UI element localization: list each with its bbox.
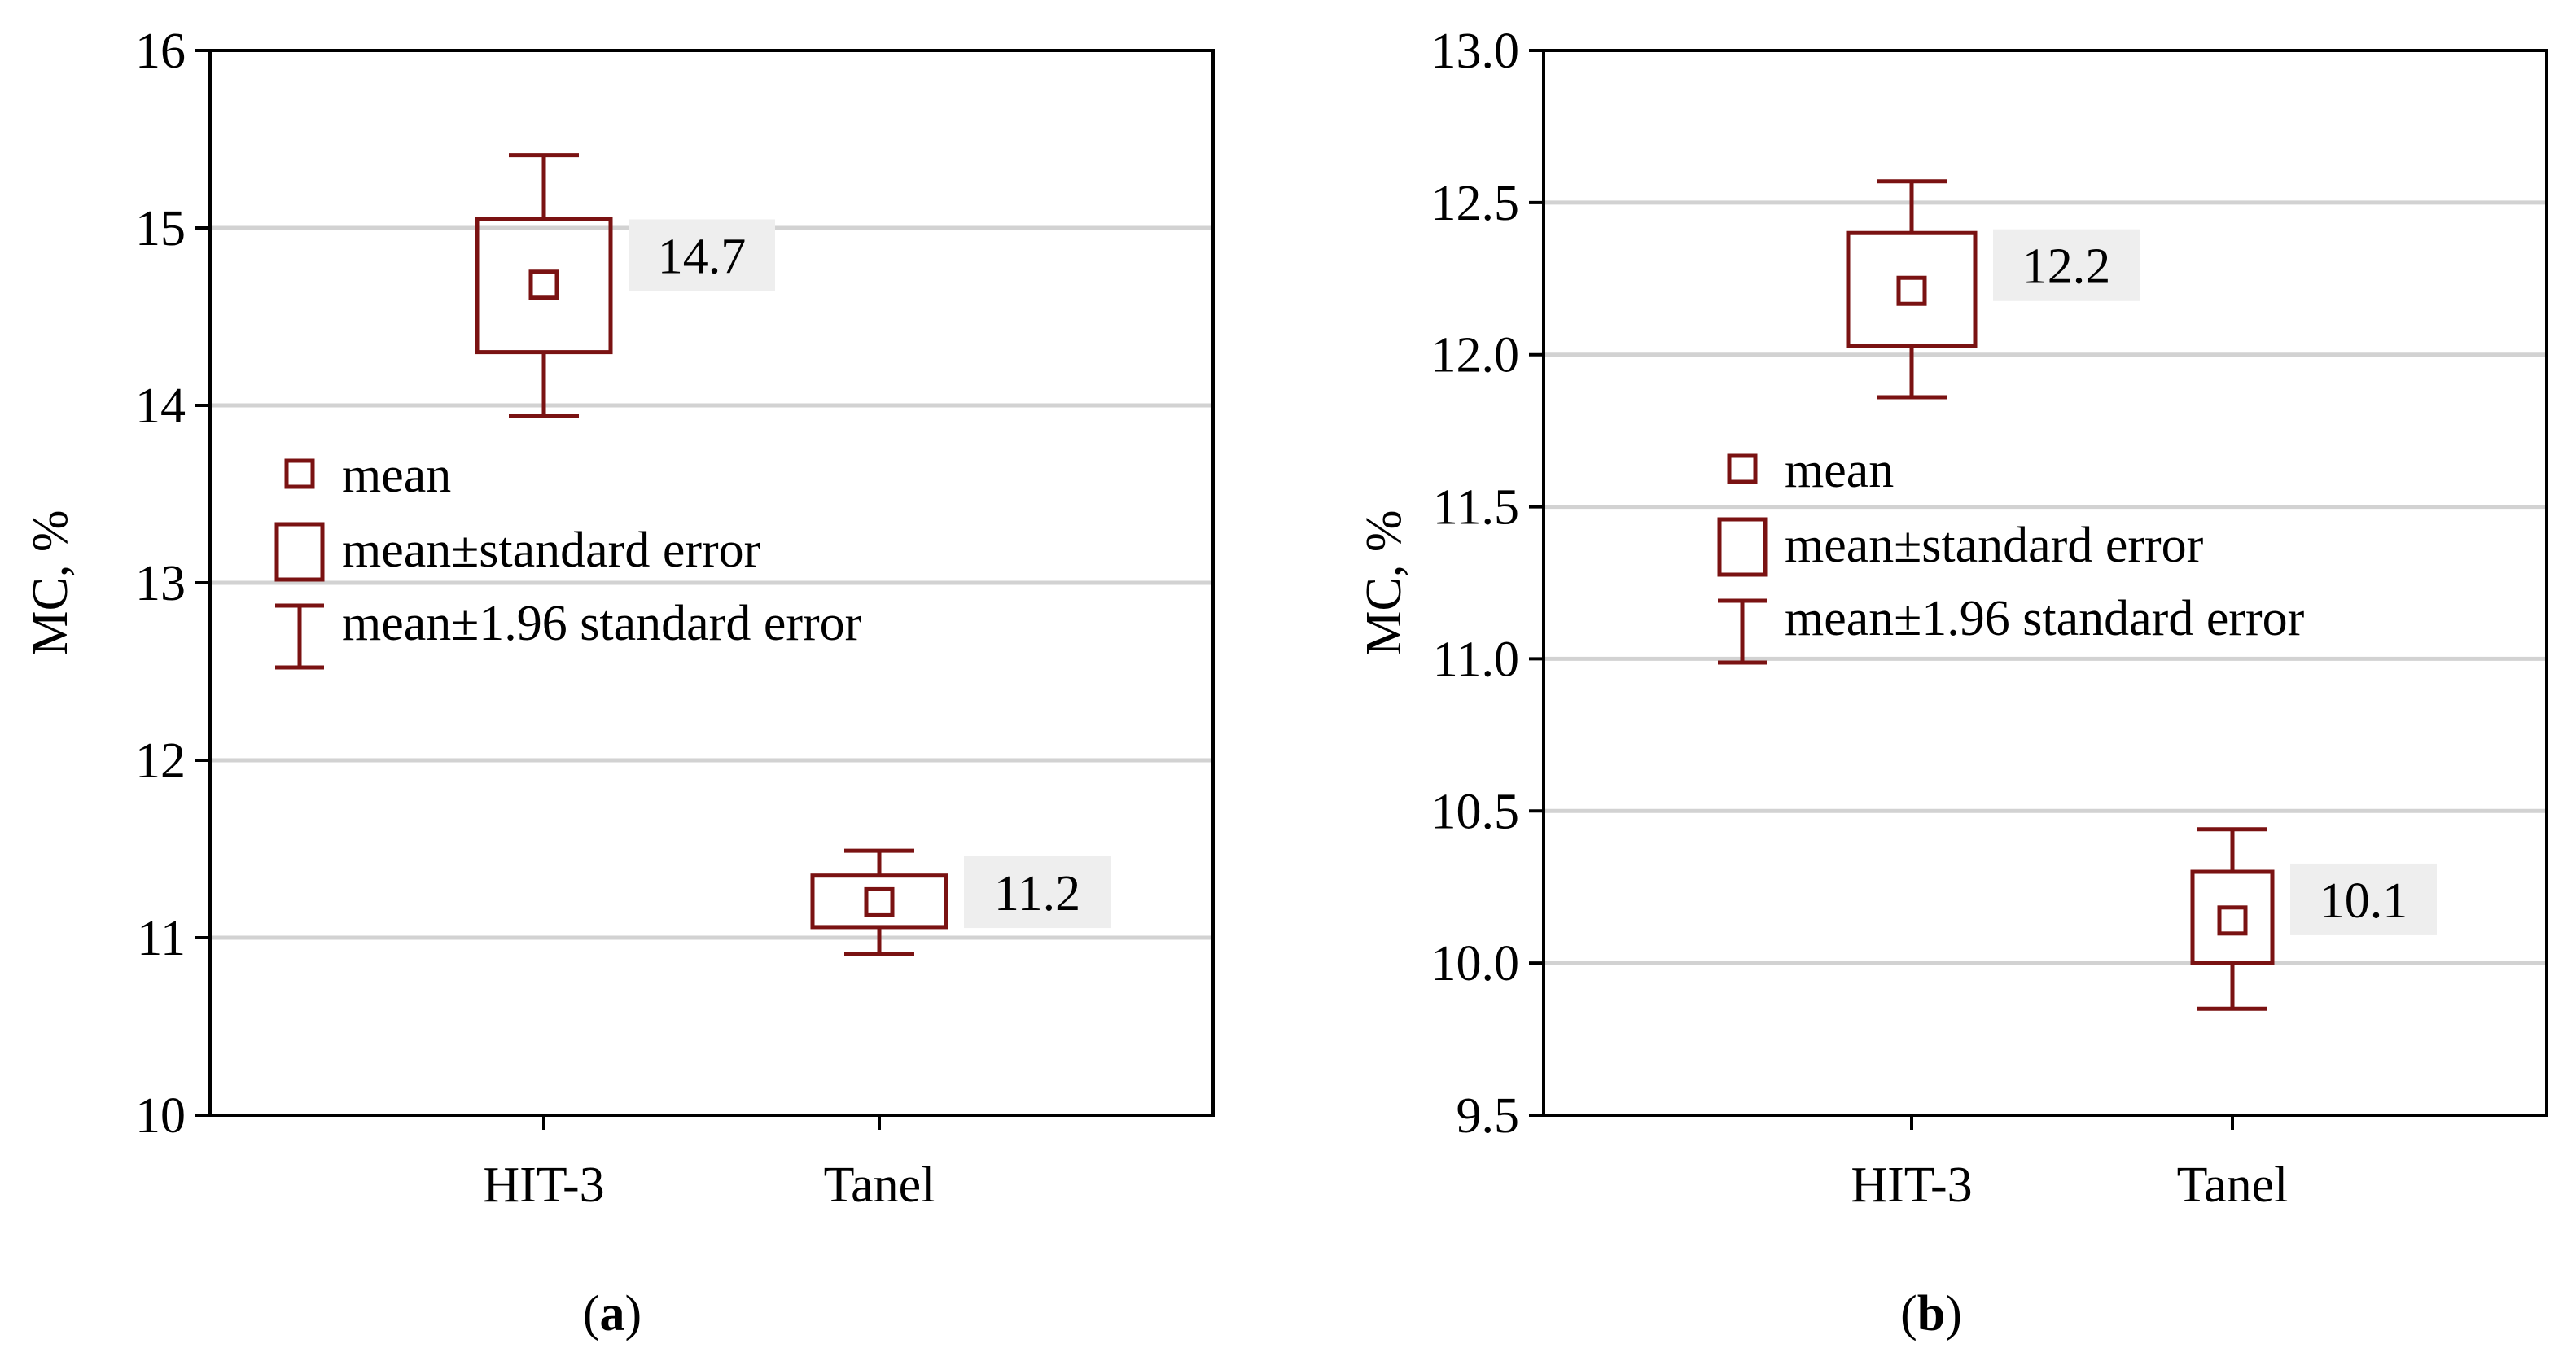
plot-frame [1542, 49, 2548, 1117]
value-label-bg [2290, 863, 2437, 935]
legend-entry: mean±standard error [342, 523, 761, 578]
se-box [475, 217, 613, 355]
mean-marker [1896, 275, 1927, 306]
value-label-bg [964, 856, 1111, 929]
panel-label: (b) [1900, 1286, 1962, 1341]
x-tick-label: HIT-3 [483, 1158, 604, 1213]
panel-label: (a) [583, 1286, 642, 1341]
legend-mean-icon [284, 458, 315, 489]
legend-mean-icon [1727, 453, 1758, 484]
y-axis-label: MC, % [23, 510, 78, 655]
se-box [810, 873, 948, 930]
mean-marker [528, 269, 559, 300]
y-tick-label: 10.5 [1431, 784, 1520, 839]
value-label-bg [629, 219, 775, 291]
y-tick-label: 11.5 [1433, 480, 1519, 536]
y-tick-label: 13.0 [1431, 24, 1520, 79]
se-box [1846, 230, 1978, 348]
legend-se-icon [1717, 517, 1768, 577]
legend-se-icon [274, 522, 325, 582]
y-axis-label: MC, % [1356, 510, 1412, 655]
value-label: 12.2 [2022, 239, 2111, 295]
y-tick-label: 10.0 [1431, 936, 1520, 991]
y-tick-label: 10 [135, 1088, 186, 1144]
y-tick-label: 16 [135, 24, 186, 79]
mean-marker [864, 886, 895, 917]
y-tick-label: 12 [135, 733, 186, 789]
x-tick-label: Tanel [2177, 1158, 2289, 1213]
legend-entry: mean±standard error [1785, 518, 2204, 573]
value-label-bg [1993, 229, 2140, 301]
x-tick-label: Tanel [824, 1158, 935, 1213]
x-tick-label: HIT-3 [1851, 1158, 1972, 1213]
mean-marker [2217, 905, 2248, 936]
y-tick-label: 11.0 [1433, 632, 1519, 687]
legend-entry: mean±1.96 standard error [1785, 591, 2305, 646]
se-box [2190, 869, 2275, 965]
y-tick-label: 11 [137, 911, 186, 966]
legend-entry: mean [1785, 443, 1894, 498]
panel-a: 10 11 12 13 14 15 16 MC, % HIT-3 14.7 Tanel 11.2 mea… [23, 24, 1215, 1341]
panel-b: 9.5 10.0 10.5 11.0 11.5 12.0 12.5 13.0 MC, % HIT-… [1356, 24, 2548, 1341]
y-tick-label: 12.5 [1431, 176, 1520, 231]
y-tick-label: 13 [135, 556, 186, 611]
y-tick-label: 9.5 [1457, 1088, 1520, 1144]
value-label: 10.1 [2320, 873, 2408, 929]
plot-frame [208, 49, 1215, 1117]
value-label: 14.7 [658, 229, 747, 284]
legend-entry: mean [342, 448, 451, 503]
value-label: 11.2 [994, 866, 1080, 921]
y-tick-label: 14 [135, 379, 186, 434]
y-tick-label: 12.0 [1431, 328, 1520, 383]
y-tick-label: 15 [135, 201, 186, 256]
legend-entry: mean±1.96 standard error [342, 596, 862, 651]
